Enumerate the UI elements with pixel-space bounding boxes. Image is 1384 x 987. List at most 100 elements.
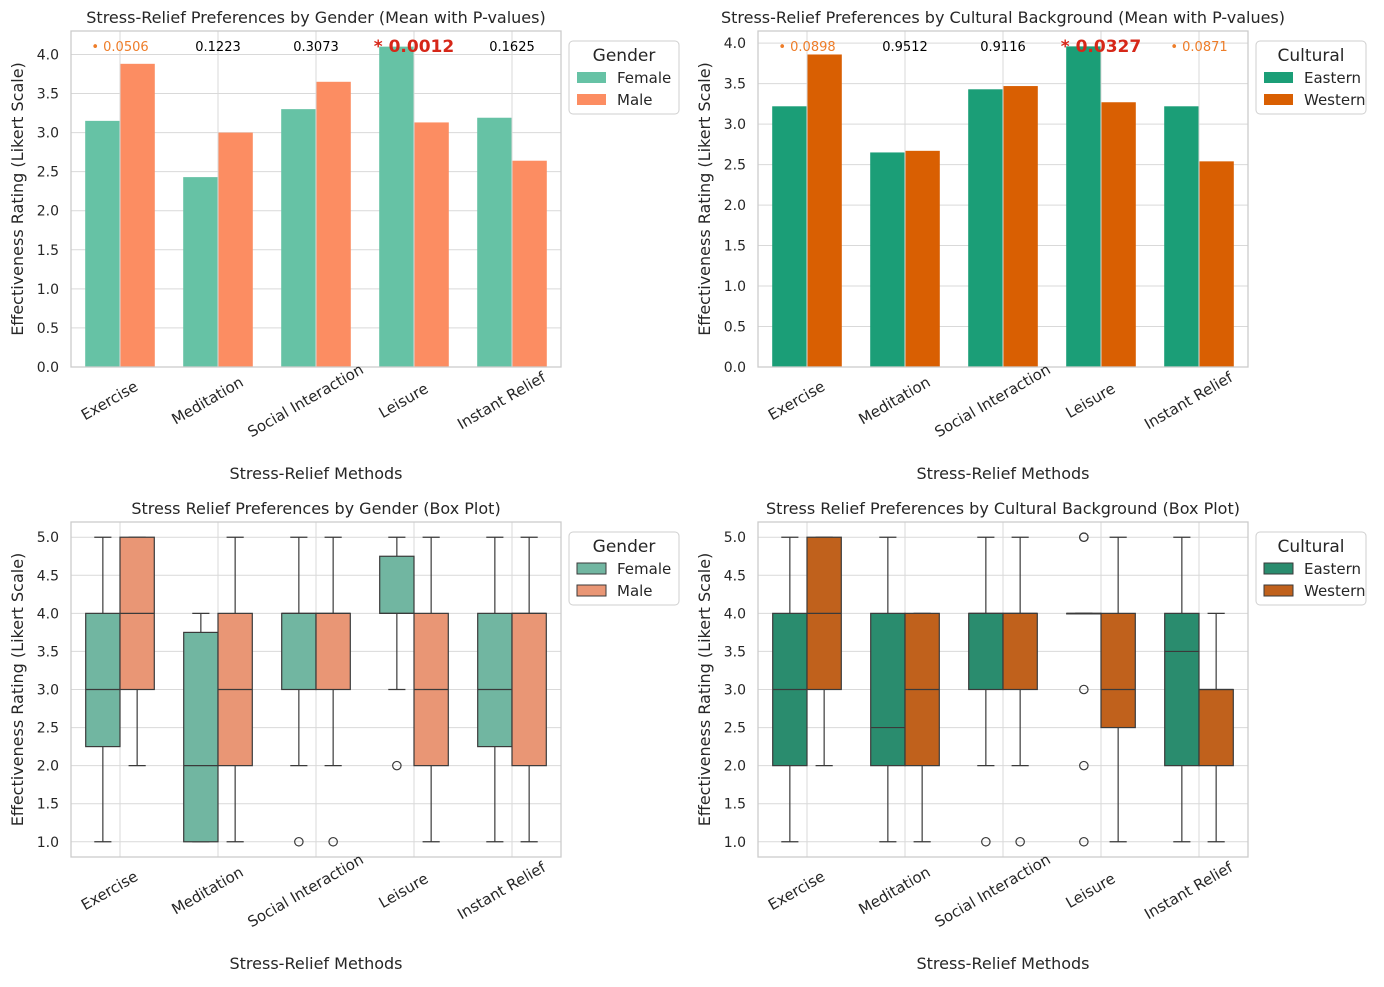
x-tick-label: Instant Relief [454, 368, 549, 433]
x-tick-label: Social Interaction [931, 850, 1053, 931]
box-iqr [1100, 612, 1136, 729]
y-tick-label: 1.5 [37, 797, 59, 813]
bar-western-1 [905, 150, 940, 367]
y-tick-label: 3.0 [37, 126, 59, 142]
bar-male-0 [120, 63, 155, 367]
box-female-3 [379, 536, 415, 771]
box-eastern-4 [1164, 536, 1200, 843]
y-tick-label: 4.5 [724, 568, 746, 584]
x-tick-label: Leisure [1063, 379, 1119, 422]
p-value-label: • 0.0506 [91, 40, 148, 55]
y-axis-label: Effectiveness Rating (Likert Scale) [8, 553, 27, 827]
legend-swatch-western [1264, 94, 1293, 105]
y-tick-label: 2.0 [724, 759, 746, 775]
x-tick-label: Exercise [765, 867, 828, 914]
box-iqr [968, 612, 1004, 691]
bar-female-2 [281, 109, 316, 368]
x-tick-label: Instant Relief [1141, 368, 1236, 433]
x-tick-label: Social Interaction [244, 360, 366, 441]
legend-swatch-eastern [1264, 72, 1293, 83]
box-eastern-0 [772, 536, 808, 843]
x-tick-label: Meditation [169, 373, 247, 428]
bar-eastern-2 [968, 89, 1003, 367]
box-female-0 [85, 536, 121, 843]
box-female-1 [183, 612, 219, 843]
p-value-label: 0.1223 [195, 40, 241, 55]
box-iqr [281, 612, 317, 691]
outlier-point [981, 836, 991, 847]
box-iqr [1198, 688, 1234, 767]
legend-title: Gender [593, 46, 656, 66]
box-iqr [477, 612, 513, 748]
bar-male-3 [414, 122, 449, 368]
bar-western-3 [1101, 102, 1136, 367]
legend-title: Cultural [1278, 537, 1345, 557]
bar-male-2 [316, 81, 351, 367]
box-western-1 [904, 612, 940, 843]
p-value-label: 0.1625 [489, 40, 535, 55]
y-tick-label: 0.5 [724, 320, 746, 336]
y-tick-label: 5.0 [37, 530, 59, 546]
legend: Gender Female Male [568, 531, 680, 606]
x-tick-label: Meditation [856, 863, 934, 918]
legend-swatch-male [576, 584, 607, 597]
box-western-0 [806, 536, 842, 767]
bar-western-2 [1003, 86, 1038, 367]
legend: Cultural Eastern Western [1255, 40, 1367, 115]
y-tick-label: 2.5 [37, 721, 59, 737]
legend-swatch-male [577, 94, 606, 105]
y-tick-label: 2.0 [37, 204, 59, 220]
y-tick-label: 3.5 [37, 87, 59, 103]
box-iqr [1002, 612, 1038, 691]
outlier-point [1079, 684, 1089, 695]
bar-male-1 [218, 132, 253, 367]
chart-title: Stress-Relief Preferences by Gender (Mea… [86, 8, 545, 27]
outlier-point [328, 836, 338, 847]
y-tick-label: 4.0 [37, 606, 59, 622]
box-eastern-1 [870, 536, 906, 843]
y-tick-label: 2.5 [724, 158, 746, 174]
x-tick-label: Exercise [78, 377, 141, 424]
bar-female-4 [477, 117, 512, 367]
y-axis-label: Effectiveness Rating (Likert Scale) [8, 62, 27, 336]
bar-female-1 [183, 177, 218, 367]
x-axis-label: Stress-Relief Methods [230, 954, 403, 973]
outlier-point [1015, 836, 1025, 847]
y-tick-label: 2.0 [724, 198, 746, 214]
box-iqr [1164, 612, 1200, 767]
x-axis-label: Stress-Relief Methods [917, 464, 1090, 483]
y-tick-label: 2.0 [37, 759, 59, 775]
y-axis-label: Effectiveness Rating (Likert Scale) [695, 62, 714, 336]
legend-label-western: Western [1304, 91, 1366, 109]
bar-eastern-0 [772, 106, 807, 367]
box-iqr [870, 612, 906, 767]
x-tick-label: Leisure [376, 379, 432, 422]
bar-eastern-4 [1164, 106, 1199, 367]
chart-panel-1: 0.0 0.5 1.0 1.5 2.0 2.5 3.0 3.5 4.0 • 0.0506 0.122… [8, 8, 680, 483]
y-tick-label: 1.5 [724, 797, 746, 813]
bar-female-0 [85, 120, 120, 367]
axes-frame [70, 521, 562, 858]
chart-panel-2: 0.0 0.5 1.0 1.5 2.0 2.5 3.0 3.5 4.0 • 0.0898 0.951… [695, 8, 1367, 483]
box-iqr [183, 631, 219, 843]
y-tick-label: 3.5 [724, 77, 746, 93]
x-tick-label: Social Interaction [244, 850, 366, 931]
x-tick-label: Exercise [765, 377, 828, 424]
box-male-0 [119, 536, 155, 767]
box-western-3 [1100, 536, 1136, 843]
y-tick-label: 1.5 [37, 243, 59, 259]
box-male-2 [315, 536, 351, 847]
legend-title: Gender [593, 537, 656, 557]
outlier-point [392, 760, 402, 771]
axes-frame [757, 521, 1249, 858]
legend-title: Cultural [1278, 46, 1345, 66]
legend-swatch-western [1263, 584, 1294, 597]
outlier-point [1079, 532, 1089, 543]
chart-title: Stress Relief Preferences by Cultural Ba… [766, 499, 1240, 518]
legend-label-female: Female [617, 560, 671, 578]
y-tick-label: 2.5 [37, 165, 59, 181]
bar-western-4 [1199, 161, 1234, 367]
y-tick-label: 3.5 [724, 644, 746, 660]
